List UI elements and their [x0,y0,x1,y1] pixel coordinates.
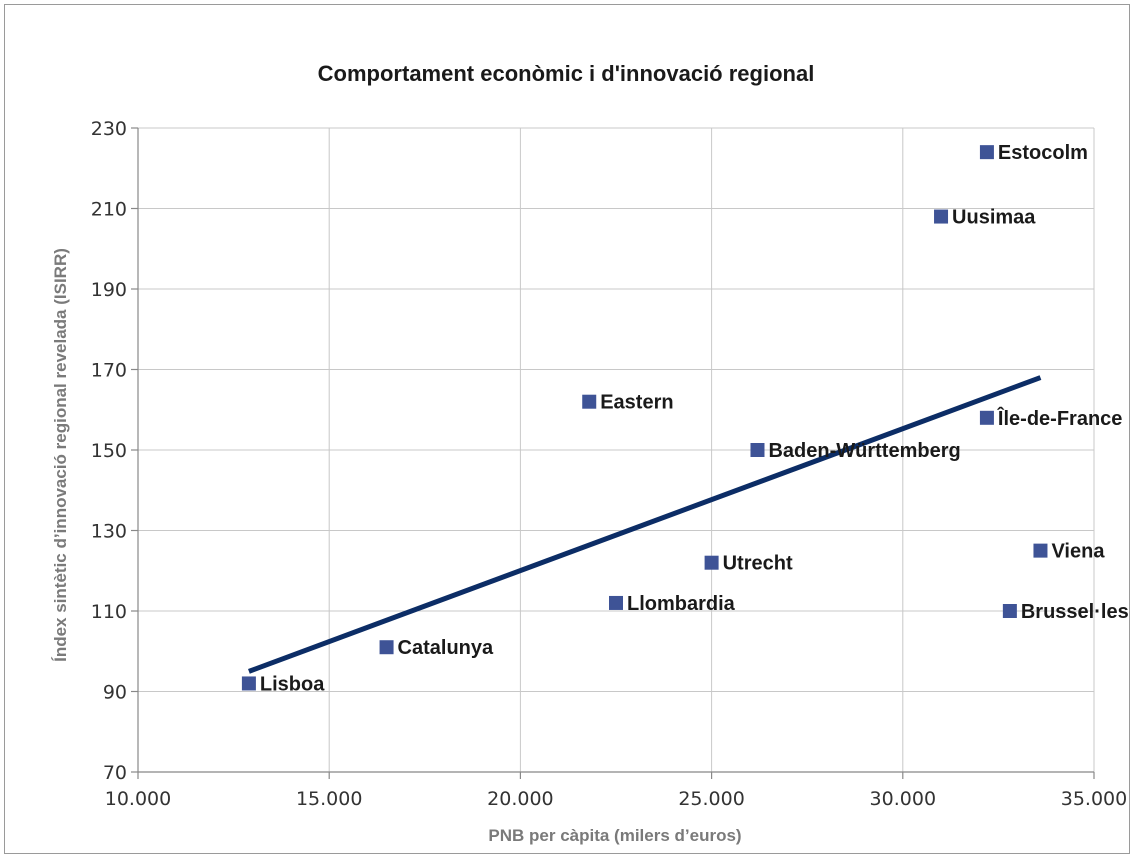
data-point-label: Estocolm [998,142,1088,164]
data-point-label: Uusimaa [952,207,1036,229]
y-tick-label: 210 [91,199,127,221]
axes [131,127,1095,779]
data-point-marker [379,640,394,655]
data-point-marker [609,595,623,610]
data-point-label: Baden-Württemberg [768,440,960,462]
scatter-chart: Comportament econòmic i d'innovació regi… [51,61,1129,845]
y-tick-label: 130 [91,521,127,543]
data-point-label: Viena [1051,541,1105,563]
x-tick-label: 15.000 [296,788,362,810]
x-tick-label: 35.000 [1061,788,1127,810]
y-tick-label: 150 [91,440,127,462]
data-point-marker [582,394,597,409]
data-point-marker [1033,543,1048,558]
data-point-marker [241,676,256,691]
y-tick-label: 110 [91,601,127,623]
data-point-marker [979,410,994,425]
y-tick-label: 90 [103,682,127,704]
x-tick-label: 25.000 [678,788,744,810]
data-point-label: Utrecht [723,553,793,575]
data-point-label: Île-de-France [997,406,1122,430]
data-point-label: Brussel·les [1021,601,1129,623]
chart-frame: Comportament econòmic i d'innovació regi… [4,4,1130,854]
y-axis-label: Índex sintètic d’innovació regional reve… [51,248,70,662]
data-point-marker [750,443,765,457]
data-point-marker [979,145,994,160]
y-tick-label: 230 [91,118,127,140]
x-tick-label: 10.000 [105,788,171,810]
x-axis-label: PNB per càpita (milers d’euros) [488,826,741,845]
data-point-label: Llombardia [627,593,736,615]
y-tick-label: 70 [103,762,127,784]
tick-labels: 10.000 15.000 20.000 25.000 30.000 35.000 70 90… [91,118,1128,810]
data-point-marker [1002,604,1017,618]
data-point-label: Eastern [600,392,673,414]
y-tick-label: 170 [91,360,127,382]
data-point-marker [934,209,949,224]
x-tick-label: 30.000 [870,788,936,810]
data-point-label: Catalunya [398,637,494,659]
grid-lines [138,127,1095,772]
data-point-label: Lisboa [260,673,325,695]
x-tick-label: 20.000 [487,788,553,810]
chart-title: Comportament econòmic i d'innovació regi… [318,61,815,86]
y-tick-label: 190 [91,279,127,301]
data-point-marker [704,555,719,570]
data-points: Lisboa Catalunya Eastern Llombardia Utrecht B… [241,142,1129,695]
trendline [248,375,1042,674]
